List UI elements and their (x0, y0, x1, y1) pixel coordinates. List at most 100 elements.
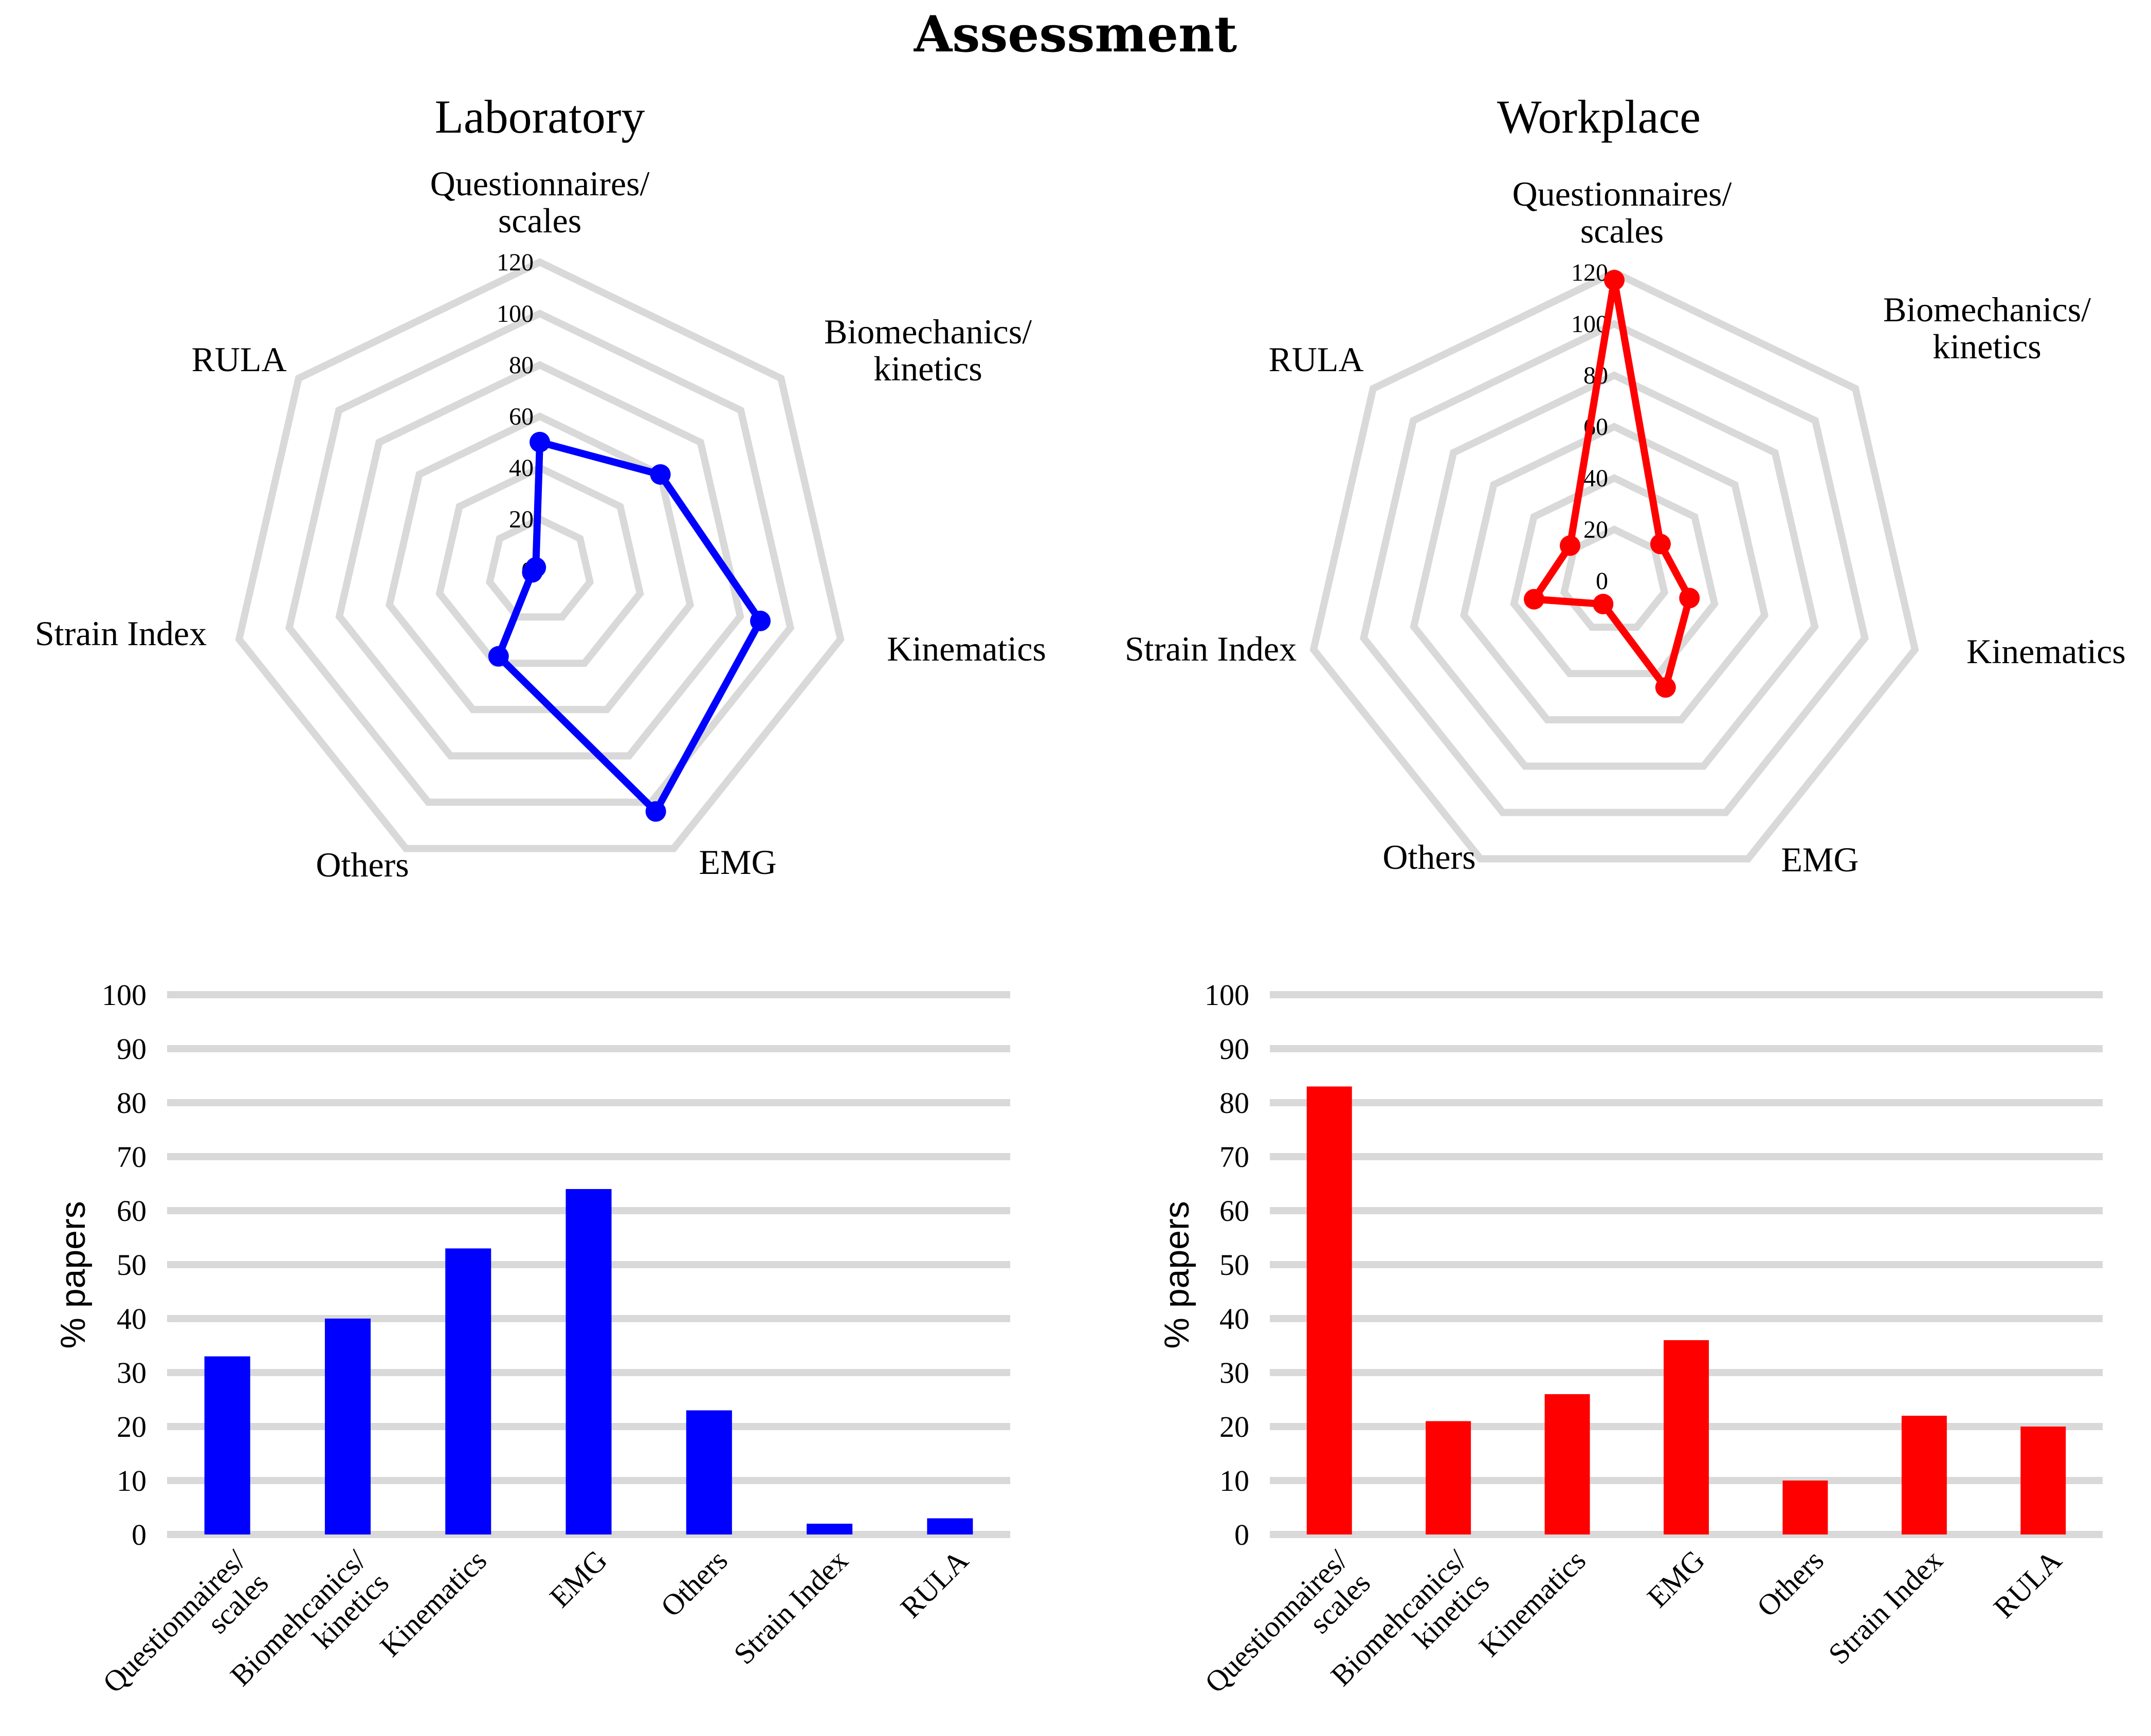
radar-grid (235, 258, 845, 852)
radar-gridline-100 (285, 309, 795, 806)
radar-axis-label-line: scales (1580, 211, 1664, 250)
radar-axis-label-line: EMG (699, 843, 776, 882)
bar-x-tick-label-kinematics: Kinematics (1472, 1543, 1592, 1663)
radar-point-rula (525, 557, 546, 578)
radar-gridline-60 (1460, 423, 1769, 724)
bar-y-tick-label: 0 (132, 1518, 147, 1551)
bar-gridlines (1270, 991, 2103, 1538)
radar-axis-label-questionnaires: Questionnaires/scales (1512, 174, 1732, 250)
bar-biomehcanics (324, 1319, 371, 1534)
radar-gridline-80 (1410, 371, 1819, 770)
bar-y-tick-label: 20 (1219, 1410, 1249, 1443)
bar-x-tick-line: EMG (543, 1543, 613, 1614)
radar-axis-label-line: Questionnaires/ (430, 164, 650, 203)
bar-biomehcanics (1426, 1421, 1471, 1534)
radar-axis-label-biomechanics: Biomechanics/kinetics (824, 312, 1032, 388)
bar-x-tick-label-emg: EMG (543, 1543, 613, 1614)
radar-tick-label: 20 (509, 506, 534, 533)
radar-axis-label-line: RULA (191, 340, 286, 379)
bar-rula (927, 1518, 973, 1534)
radar-gridline-100 (1359, 320, 1869, 816)
radar-tick-label: 20 (1583, 516, 1608, 543)
bar-y-tick-label: 40 (117, 1302, 147, 1336)
bar-x-tick-line: Others (654, 1543, 734, 1623)
bar-strain-index (807, 1524, 853, 1534)
bar-x-tick-label-others: Others (1750, 1543, 1830, 1623)
bar-y-tick-label: 10 (1219, 1464, 1249, 1497)
bar-strain-index (1901, 1416, 1947, 1534)
radar-axis-label-biomechanics: Biomechanics/kinetics (1883, 290, 2091, 366)
bar-ylabel-laboratory: % papers (53, 1201, 93, 1348)
radar-point-biomechanics (650, 464, 671, 485)
bar-y-tick-label: 60 (117, 1194, 147, 1228)
radar-axis-label-line: scales (498, 201, 581, 240)
bar-x-tick-label-rula: RULA (894, 1543, 975, 1624)
radar-axis-label-line: RULA (1268, 340, 1363, 379)
radar-gridline-40 (1510, 474, 1719, 678)
bar-emg (1664, 1340, 1709, 1534)
radar-point-rula (1559, 535, 1580, 556)
bar-x-tick-line: RULA (1987, 1543, 2068, 1624)
bar-x-tick-label-questionnaires: Questionnaires/scales (96, 1543, 275, 1722)
radar-axis-label-strain-index: Strain Index (35, 614, 207, 653)
bar-x-tick-label-strain-index: Strain Index (1822, 1543, 1949, 1671)
bar-x-tick-line: Kinematics (1472, 1543, 1592, 1663)
radar-axis-label-line: kinetics (873, 349, 982, 388)
radar-axis-label-rula: RULA (191, 340, 286, 379)
radar-gridline-60 (385, 412, 695, 714)
radar-gridline-20 (485, 515, 594, 621)
bar-y-tick-label: 20 (117, 1410, 147, 1443)
bar-y-tick-label: 10 (117, 1464, 147, 1497)
bar-x-tick-line: Strain Index (727, 1543, 854, 1671)
bar-y-tick-label: 80 (1219, 1086, 1249, 1120)
bar-y-tick-label: 90 (117, 1032, 147, 1066)
radar-gridline-20 (1560, 525, 1669, 631)
radar-point-emg (1655, 677, 1676, 698)
radar-tick-label: 40 (1583, 465, 1608, 492)
bar-y-tick-label: 100 (1205, 978, 1249, 1012)
bar-x-tick-label-kinematics: Kinematics (373, 1543, 493, 1663)
bar-kinematics (445, 1248, 491, 1534)
radar-point-questionnaires (530, 432, 550, 452)
radar-point-others (488, 646, 509, 667)
radar-gridline-120 (235, 258, 845, 852)
bar-y-tick-label: 30 (1219, 1356, 1249, 1390)
radar-point-strain-index (1524, 589, 1545, 610)
bar-others (1782, 1481, 1828, 1534)
radar-chart-workplace: Workplace 020406080100120Questionnaires/… (1125, 90, 2126, 879)
radar-gridline-80 (335, 361, 744, 760)
radar-point-kinematics (750, 610, 771, 631)
radar-title-workplace: Workplace (1497, 90, 1701, 143)
bar-x-tick-label-others: Others (654, 1543, 734, 1623)
radar-gridline-40 (435, 464, 644, 667)
bar-y-tick-label: 70 (1219, 1140, 1249, 1174)
bar-y-tick-label: 50 (1219, 1248, 1249, 1282)
bar-x-tick-label-rula: RULA (1987, 1543, 2068, 1624)
bar-chart-laboratory: % papers 0 10 20 30 40 50 60 70 80 90 100 Questionn… (53, 978, 1010, 1722)
figure-title: Assessment (914, 5, 1237, 63)
radar-axis-label-line: Strain Index (1125, 629, 1297, 668)
bar-y-tick-label: 100 (102, 978, 147, 1012)
radar-axis-label-line: Biomechanics/ (824, 312, 1032, 351)
radar-axis-label-rula: RULA (1268, 340, 1363, 379)
bar-questionnaires (1306, 1086, 1352, 1534)
radar-axis-label-line: Others (1382, 837, 1475, 876)
radar-grid (1309, 268, 1919, 863)
radar-axis-label-line: Biomechanics/ (1883, 290, 2091, 329)
radar-point-questionnaires (1604, 270, 1625, 290)
radar-axis-label-questionnaires: Questionnaires/scales (430, 164, 650, 240)
bar-x-tick-line: Others (1750, 1543, 1830, 1623)
bar-y-tick-label: 50 (117, 1248, 147, 1282)
radar-axis-label-others: Others (1382, 837, 1475, 876)
radar-tick-label: 80 (509, 352, 534, 379)
radar-axis-label-line: kinetics (1933, 327, 2041, 366)
bar-x-tick-line: EMG (1640, 1543, 1711, 1614)
radar-tick-label: 60 (509, 403, 534, 430)
radar-axis-label-line: Questionnaires/ (1512, 174, 1732, 213)
radar-axis-label-line: EMG (1781, 840, 1858, 879)
radar-axis-label-line: Kinematics (887, 629, 1046, 668)
bar-chart-workplace: % papers 0 10 20 30 40 50 60 70 80 90 100 Questionn… (1157, 978, 2103, 1700)
bar-others (686, 1410, 732, 1534)
radar-tick-label: 100 (497, 300, 534, 327)
